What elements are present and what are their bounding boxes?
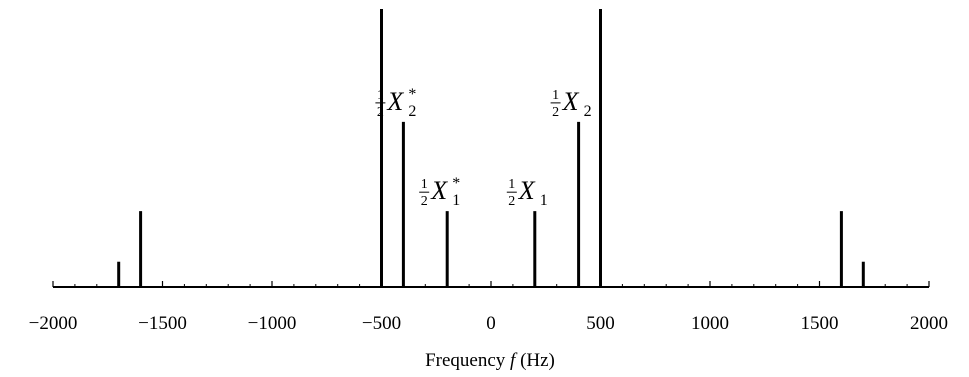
x-tick-label: 0 [486,313,496,334]
annotation-symbol: X [518,176,536,205]
x-tick-label: −2000 [29,313,78,334]
annotation-subscript: 1 [540,192,548,209]
fraction-denominator: 2 [552,105,559,120]
annotation-subscript: 2 [584,103,592,120]
spectral-lines [117,9,865,287]
annotation-symbol: X [430,176,448,205]
x-tick-label: 500 [586,313,615,334]
x-tick-label: −1500 [138,313,187,334]
x-tick-label: 1500 [801,313,839,334]
fraction-denominator: 2 [377,105,384,120]
annotation-symbol: X [386,87,404,116]
x-axis-ticks: −2000 −1500 −1000 −500 0 500 1000 1500 2000 [29,281,948,334]
line-annotation: 1 2 X 1 [506,176,548,209]
line-annotation: 1 2 X 2 [550,87,592,120]
annotation-symbol: X [562,87,580,116]
x-tick-label: 2000 [910,313,948,334]
fraction-numerator: 1 [508,177,515,192]
fraction-numerator: 1 [377,88,384,103]
annotation-subscript: 2 [408,103,416,120]
line-annotation: 12 X 1* [419,175,460,209]
fraction-numerator: 1 [421,177,428,192]
x-tick-label: 1000 [691,313,729,334]
annotation-superscript: * [452,175,460,192]
annotation-subscript: 1 [452,192,460,209]
fraction-denominator: 2 [508,194,515,209]
annotation-superscript: * [408,86,416,103]
fraction-numerator: 1 [552,88,559,103]
x-tick-label: −500 [362,313,401,334]
fraction-denominator: 2 [421,194,428,209]
line-annotations: 12 X 2*12 X 1* 12 X 112 X 2 [375,86,592,209]
line-annotation: 12 X 2* [375,86,416,120]
x-axis-title: Frequency f (Hz) [425,350,555,371]
x-tick-label: −1000 [248,313,297,334]
